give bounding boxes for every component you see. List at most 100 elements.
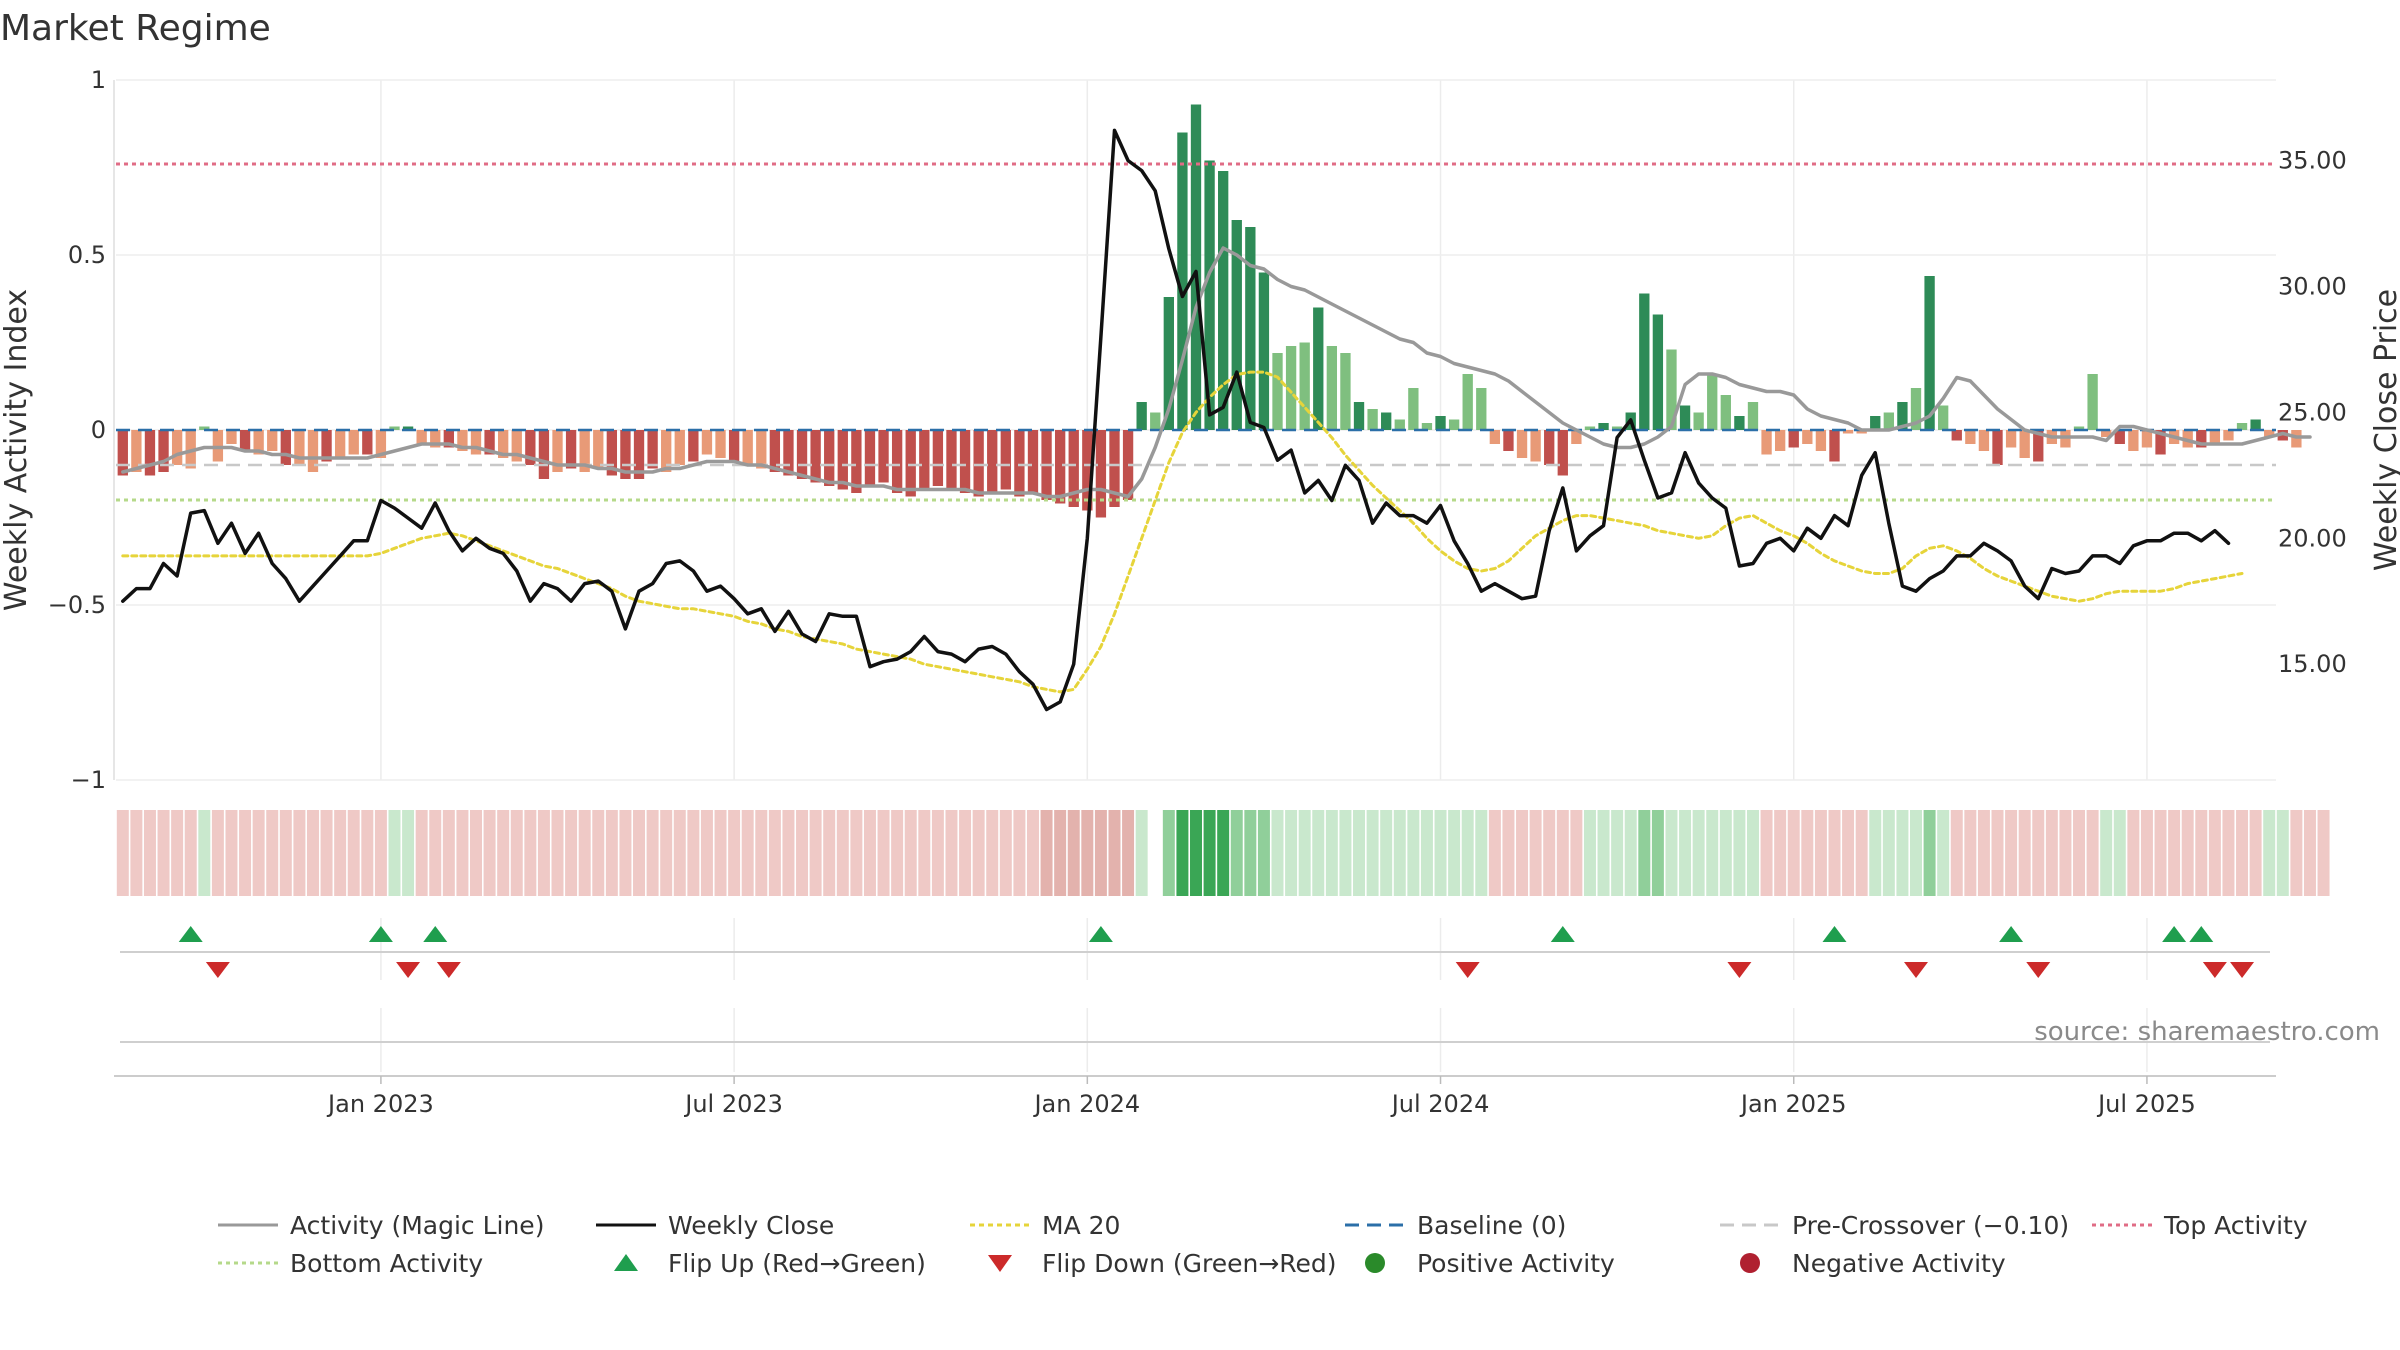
regime-strip-cell — [1244, 810, 1257, 896]
regime-strip-cell — [1529, 810, 1542, 896]
activity-bar — [2250, 419, 2261, 430]
regime-strip-cell — [768, 810, 781, 896]
regime-strip-cell — [1964, 810, 1977, 896]
regime-strip-cell — [1597, 810, 1610, 896]
regime-strip-cell — [334, 810, 347, 896]
activity-bar — [688, 430, 699, 462]
regime-strip-cell — [1882, 810, 1895, 896]
activity-bar — [267, 430, 278, 451]
regime-strip-cell — [850, 810, 863, 896]
regime-strip-cell — [1746, 810, 1759, 896]
activity-bar — [946, 430, 957, 490]
activity-bar — [1177, 132, 1188, 430]
regime-strip-cell — [1543, 810, 1556, 896]
regime-strip-cell — [429, 810, 442, 896]
regime-strip-cell — [306, 810, 319, 896]
regime-strip-cell — [1760, 810, 1773, 896]
regime-strip-cell — [1937, 810, 1950, 896]
activity-bar — [701, 430, 713, 455]
regime-strip-cell — [728, 810, 741, 896]
flip-up-marker — [178, 926, 203, 942]
regime-strip-cell — [1461, 810, 1474, 896]
y2-tick-label: 15.00 — [2278, 650, 2347, 678]
x-tick-label: Jan 2024 — [1032, 1090, 1140, 1118]
regime-strip — [116, 810, 2330, 896]
legend-swatch-positive — [1365, 1253, 1385, 1273]
activity-bar — [1027, 430, 1039, 493]
regime-strip-cell — [266, 810, 279, 896]
regime-strip-cell — [1624, 810, 1637, 896]
flip-up-marker — [2162, 926, 2187, 942]
flip-down-marker — [1727, 962, 1752, 978]
activity-bar — [158, 430, 169, 472]
regime-strip-cell — [239, 810, 252, 896]
activity-bar — [647, 430, 658, 469]
x-tick-label: Jul 2024 — [1390, 1090, 1490, 1118]
activity-bar — [226, 430, 237, 444]
activity-bar — [633, 430, 645, 479]
regime-strip-cell — [1108, 810, 1121, 896]
activity-bar — [1421, 423, 1433, 430]
legend-item-bottom: Bottom Activity — [218, 1249, 483, 1278]
regime-strip-cell — [388, 810, 401, 896]
regime-strip-cell — [877, 810, 890, 896]
activity-bar — [783, 430, 794, 476]
activity-bar — [1285, 346, 1297, 430]
y2-tick-label: 25.00 — [2278, 398, 2347, 426]
activity-bar — [1639, 293, 1650, 430]
regime-strip-cell — [252, 810, 265, 896]
activity-bar — [1082, 430, 1093, 511]
activity-bar — [117, 430, 128, 476]
activity-bar — [2114, 430, 2125, 444]
activity-bar — [538, 430, 550, 479]
activity-bar — [565, 430, 577, 469]
legend-label-positive: Positive Activity — [1417, 1249, 1615, 1278]
activity-bar — [552, 430, 563, 472]
y-tick-label: −0.5 — [48, 591, 106, 619]
regime-strip-cell — [402, 810, 415, 896]
y-tick-label: 0.5 — [68, 241, 106, 269]
regime-strip-cell — [143, 810, 156, 896]
regime-strip-cell — [809, 810, 822, 896]
legend-label-baseline: Baseline (0) — [1417, 1211, 1566, 1240]
activity-bar — [2087, 374, 2098, 430]
activity-bar — [2209, 430, 2221, 444]
x-tick-label: Jan 2025 — [1739, 1090, 1847, 1118]
regime-strip-cell — [1434, 810, 1447, 896]
activity-bar — [932, 430, 944, 486]
regime-strip-cell — [1991, 810, 2004, 896]
regime-strip-cell — [1570, 810, 1583, 896]
legend-item-flipdown: Flip Down (Green→Red) — [988, 1249, 1337, 1278]
regime-strip-cell — [687, 810, 700, 896]
flip-down-marker — [2202, 962, 2227, 978]
activity-bar — [769, 430, 781, 472]
activity-bar — [1299, 342, 1310, 430]
regime-strip-cell — [1122, 810, 1135, 896]
y2-tick-label: 20.00 — [2278, 524, 2347, 552]
activity-bar — [742, 430, 753, 465]
flip-up-marker — [1999, 926, 2024, 942]
activity-bar — [1163, 297, 1174, 430]
legend-label-bottom: Bottom Activity — [290, 1249, 483, 1278]
activity-bar — [1802, 430, 1813, 444]
y2-axis-title: Weekly Close Price — [2369, 289, 2400, 571]
regime-strip-cell — [1162, 810, 1175, 896]
activity-magic-line — [121, 246, 2312, 499]
activity-bar — [810, 430, 821, 483]
activity-bar — [484, 430, 495, 455]
regime-strip-cell — [1556, 810, 1569, 896]
activity-bar — [1774, 430, 1786, 451]
activity-bar — [1054, 430, 1066, 504]
weekly-close-line — [121, 128, 2231, 712]
y-tick-label: 1 — [91, 66, 106, 94]
regime-strip-cell — [2127, 810, 2140, 896]
regime-strip-cell — [293, 810, 306, 896]
activity-bar — [2005, 430, 2017, 448]
regime-strip-cell — [918, 810, 931, 896]
regime-strip-cell — [1923, 810, 1936, 896]
legend-label-flipup: Flip Up (Red→Green) — [668, 1249, 926, 1278]
regime-strip-cell — [2317, 810, 2330, 896]
regime-strip-cell — [1176, 810, 1189, 896]
